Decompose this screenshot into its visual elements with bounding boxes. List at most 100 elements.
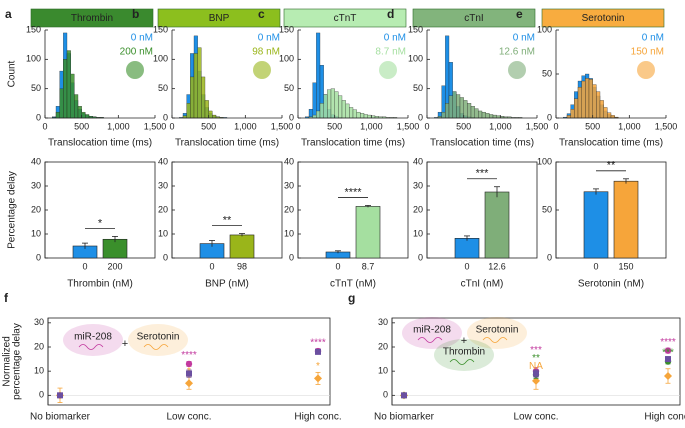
legend-entry: 12.6 nM — [499, 47, 535, 58]
y-tick-label: 30 — [34, 317, 44, 327]
x-axis-label: Translocation time (ms) — [48, 138, 152, 149]
legend-entry: Serotonin — [476, 325, 519, 336]
marker — [664, 347, 672, 354]
marker — [185, 360, 193, 368]
y-tick-label: 100 — [279, 54, 294, 64]
y-tick-label: 150 — [26, 24, 41, 34]
histogram-bar — [570, 109, 575, 119]
x-tick-label: 500 — [74, 121, 89, 131]
y-tick-label: 20 — [378, 341, 388, 351]
panel-title: BNP — [209, 13, 230, 24]
x-tick-label: 150 — [618, 261, 633, 271]
y-tick-label: 150 — [279, 24, 294, 34]
plot-frame — [297, 161, 409, 259]
y-tick-label: 150 — [153, 24, 168, 34]
y-tick-label: 40 — [413, 156, 423, 166]
histogram-bar — [201, 76, 206, 119]
x-tick-label: Low conc. — [166, 412, 211, 423]
x-tick-label: 1,500 — [271, 121, 294, 131]
histogram-bar — [74, 94, 79, 119]
histogram-bar — [592, 84, 597, 119]
y-tick-label: 100 — [408, 54, 423, 64]
y-tick-label: 10 — [31, 228, 41, 238]
significance-label: **** — [310, 337, 326, 348]
x-tick-label: 1,000 — [360, 121, 383, 131]
bar — [229, 234, 255, 259]
x-tick-label: 0 — [593, 261, 598, 271]
x-axis-label: BNP (nM) — [205, 279, 249, 290]
histogram-bar — [360, 113, 365, 119]
x-tick-label: Low conc. — [513, 412, 558, 423]
histogram-bar — [323, 94, 328, 119]
marker — [315, 348, 321, 355]
histogram-bar — [55, 111, 60, 119]
significance-label: * — [316, 361, 320, 372]
y-tick-label: 10 — [378, 366, 388, 376]
y-tick-label: 0 — [418, 252, 423, 262]
y-tick-label: 40 — [31, 156, 41, 166]
histogram-bar — [485, 113, 490, 119]
y-tick-label: 10 — [284, 228, 294, 238]
y-axis-label: Normalized — [2, 336, 13, 387]
legend-entry: 0 nM — [131, 33, 153, 44]
histogram-bar — [463, 100, 468, 119]
histogram-bar — [208, 110, 213, 119]
histogram-bar — [312, 114, 317, 119]
histogram-bar — [81, 111, 86, 119]
significance-label: NA — [529, 361, 543, 372]
significance-label: *** — [530, 345, 542, 356]
title-box — [541, 8, 665, 28]
histogram-bar — [577, 87, 582, 119]
legend-entry: 0 nM — [513, 33, 535, 44]
y-tick-label: 150 — [408, 24, 423, 34]
histogram-bar — [481, 111, 486, 119]
title-box — [30, 8, 154, 28]
legend-blob — [128, 324, 188, 356]
legend-squiggle — [78, 344, 104, 350]
histogram-bar — [356, 111, 361, 119]
x-tick-label: 500 — [456, 121, 471, 131]
histogram-bar — [445, 103, 450, 119]
bar — [355, 206, 381, 259]
y-tick-label: 50 — [158, 83, 168, 93]
significance-label: ** — [607, 160, 616, 172]
panel-label: b — [132, 7, 139, 21]
panel-title: Serotonin — [582, 13, 625, 24]
histogram-bar — [470, 106, 475, 119]
y-tick-label: 10 — [158, 228, 168, 238]
x-tick-label: 500 — [585, 121, 600, 131]
histogram-bar — [607, 112, 612, 119]
legend-squiggle — [449, 359, 475, 365]
y-axis-label: percentage delay — [12, 323, 23, 400]
x-axis-label: cTnI (nM) — [461, 279, 504, 290]
x-tick-label: 1,000 — [107, 121, 130, 131]
y-tick-label: 0 — [289, 112, 294, 122]
significance-label: ** — [532, 353, 540, 364]
legend-entry: 8.7 nM — [375, 47, 406, 58]
histogram-bar — [316, 110, 321, 119]
x-axis-label: Translocation time (ms) — [175, 138, 279, 149]
marker — [401, 392, 407, 399]
histogram-bar — [585, 78, 590, 119]
legend-blob — [434, 339, 494, 371]
x-tick-label: 8.7 — [362, 261, 375, 271]
histogram-bar — [212, 114, 217, 119]
significance-label: **** — [181, 350, 197, 361]
x-tick-label: 1,000 — [234, 121, 257, 131]
y-tick-label: 20 — [284, 204, 294, 214]
y-tick-label: 0 — [547, 112, 552, 122]
legend-entry: 0 nM — [642, 33, 664, 44]
marker — [185, 379, 193, 388]
y-tick-label: 50 — [542, 204, 552, 214]
y-tick-label: 100 — [537, 156, 552, 166]
legend-squiggle — [417, 337, 443, 343]
histogram-bar — [66, 50, 71, 119]
y-tick-label: 30 — [284, 180, 294, 190]
panel-title: Thrombin — [71, 13, 113, 24]
legend-entry: miR-208 — [74, 332, 112, 343]
panel-label: g — [348, 291, 355, 305]
marker — [57, 392, 63, 399]
histogram-bar — [574, 98, 579, 119]
x-axis-label: Serotonin (nM) — [578, 279, 644, 290]
histogram-bar — [456, 94, 461, 119]
